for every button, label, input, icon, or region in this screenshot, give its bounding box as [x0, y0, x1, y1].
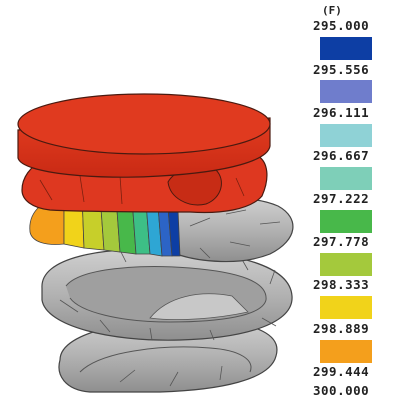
legend-swatch — [320, 37, 372, 60]
legend-swatch — [320, 167, 372, 190]
legend-swatch — [320, 340, 372, 363]
legend-label: 299.444 — [313, 364, 370, 379]
legend-label: 297.778 — [313, 234, 370, 249]
legend-label: 300.000 — [313, 383, 370, 398]
legend-label: 295.556 — [313, 62, 370, 77]
legend-swatch — [320, 296, 372, 319]
legend-label: 297.222 — [313, 191, 370, 206]
legend-swatch — [320, 210, 372, 233]
legend-unit: (F) — [322, 4, 342, 17]
spring-coil-lower — [58, 319, 278, 393]
legend-swatch — [320, 253, 372, 276]
legend-label: 298.333 — [313, 277, 370, 292]
legend-label: 298.889 — [313, 321, 370, 336]
legend-label: 296.667 — [313, 148, 370, 163]
legend-label: 296.111 — [313, 105, 370, 120]
legend-label: 295.000 — [313, 18, 370, 33]
legend-swatch — [320, 80, 372, 103]
spring-cap-top — [17, 93, 271, 178]
spring-coil-middle — [41, 248, 293, 341]
legend-swatch — [320, 124, 372, 147]
